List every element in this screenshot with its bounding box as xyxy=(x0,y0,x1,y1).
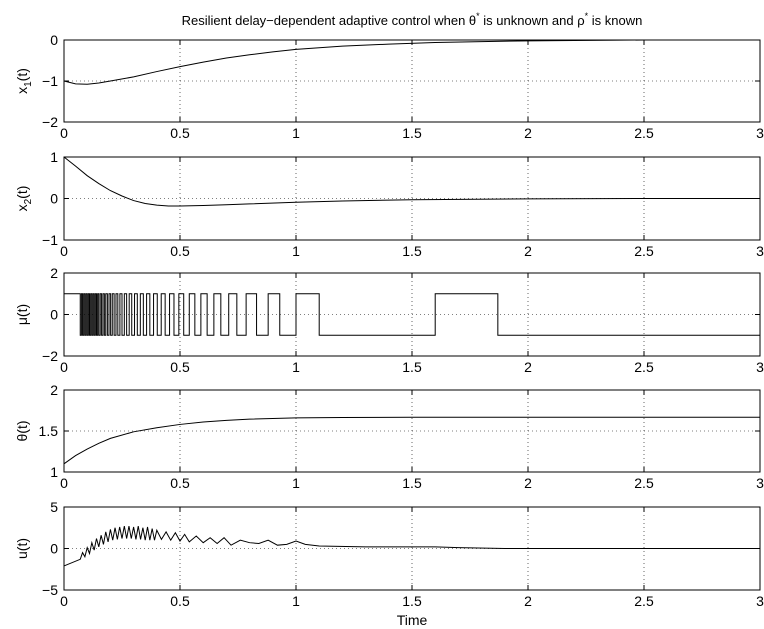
x-tick-label: 1.5 xyxy=(402,359,422,375)
y-axis-label: x1(t) xyxy=(14,68,34,94)
x-tick-label: 1 xyxy=(292,243,300,259)
x-tick-label: 3 xyxy=(756,475,764,491)
x-tick-label: 2 xyxy=(524,125,532,141)
title-suffix: is known xyxy=(588,13,642,28)
x-tick-label: 1 xyxy=(292,359,300,375)
y-axis-label-suffix: (t) xyxy=(14,68,30,81)
x-tick-label: 0.5 xyxy=(170,125,190,141)
y-axis-label-suffix: (t) xyxy=(14,186,30,199)
y-tick-label: 2 xyxy=(50,265,58,281)
y-tick-label: 1 xyxy=(50,149,58,165)
y-tick-label: −1 xyxy=(42,73,58,89)
y-axis-label-base: x xyxy=(14,204,30,211)
y-tick-label: 1.5 xyxy=(39,423,59,439)
y-tick-label: −2 xyxy=(42,348,58,364)
x-tick-label: 1.5 xyxy=(402,243,422,259)
y-tick-label: 5 xyxy=(50,499,58,515)
y-tick-label: −1 xyxy=(42,232,58,248)
x-tick-label: 1.5 xyxy=(402,125,422,141)
x-tick-label: 3 xyxy=(756,359,764,375)
x-tick-label: 0 xyxy=(60,593,68,609)
x-tick-label: 1 xyxy=(292,593,300,609)
x-tick-label: 2.5 xyxy=(634,359,654,375)
y-axis-label-base: u(t) xyxy=(14,538,30,559)
x-tick-label: 0.5 xyxy=(170,475,190,491)
x-tick-label: 0 xyxy=(60,475,68,491)
title-middle: is unknown and ρ xyxy=(480,13,585,28)
y-tick-label: 0 xyxy=(50,191,58,207)
subplot-4: 0 0.5 1 1.5 2 2.5 3 1 1.5 2 θ(t) xyxy=(14,382,764,491)
y-tick-label: −2 xyxy=(42,114,58,130)
x-tick-label: 2 xyxy=(524,475,532,491)
x-tick-label: 3 xyxy=(756,243,764,259)
y-tick-label: 0 xyxy=(50,32,58,48)
x-tick-label: 2 xyxy=(524,359,532,375)
x-tick-label: 3 xyxy=(756,125,764,141)
x-tick-label: 0.5 xyxy=(170,593,190,609)
y-tick-label: 2 xyxy=(50,382,58,398)
x-tick-label: 0 xyxy=(60,243,68,259)
x-tick-label: 2 xyxy=(524,243,532,259)
x-tick-label: 1.5 xyxy=(402,475,422,491)
x-tick-label: 2.5 xyxy=(634,475,654,491)
y-tick-label: −5 xyxy=(42,582,58,598)
x-tick-label: 2 xyxy=(524,593,532,609)
y-axis-label: μ(t) xyxy=(14,304,30,325)
title-prefix: Resilient delay−dependent adaptive contr… xyxy=(182,13,477,28)
series-line xyxy=(64,417,760,464)
x-tick-label: 0 xyxy=(60,359,68,375)
x-tick-label: 0.5 xyxy=(170,243,190,259)
y-axis-label-base: θ(t) xyxy=(14,421,30,442)
y-axis-label: x2(t) xyxy=(14,186,34,212)
x-tick-label: 2.5 xyxy=(634,125,654,141)
x-tick-label: 2.5 xyxy=(634,593,654,609)
x-tick-label: 0 xyxy=(60,125,68,141)
x-tick-label: 2.5 xyxy=(634,243,654,259)
y-axis-label-base: x xyxy=(14,87,30,94)
y-axis-label: u(t) xyxy=(14,538,30,559)
x-tick-label: 3 xyxy=(756,593,764,609)
y-axis-label-base: μ(t) xyxy=(14,304,30,325)
chart-title: Resilient delay−dependent adaptive contr… xyxy=(182,11,643,28)
x-axis-label: Time xyxy=(397,612,428,628)
y-tick-label: 1 xyxy=(50,464,58,480)
x-tick-label: 1.5 xyxy=(402,593,422,609)
x-tick-label: 1 xyxy=(292,475,300,491)
x-tick-label: 0.5 xyxy=(170,359,190,375)
y-axis-label: θ(t) xyxy=(14,421,30,442)
x-tick-label: 1 xyxy=(292,125,300,141)
series-line xyxy=(64,40,760,84)
y-tick-label: 0 xyxy=(50,541,58,557)
subplot-1: 0 0.5 1 1.5 2 2.5 3 −2 −1 0 x1(t) xyxy=(14,32,764,141)
y-tick-label: 0 xyxy=(50,307,58,323)
